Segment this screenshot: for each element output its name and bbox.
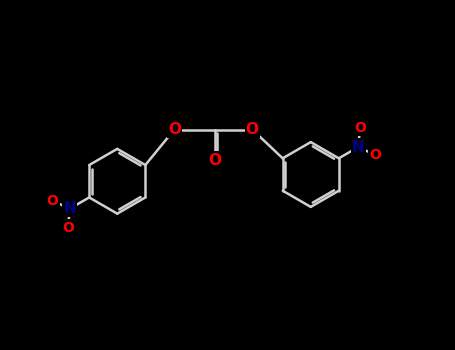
Text: O: O: [62, 220, 74, 234]
Text: O: O: [354, 121, 366, 135]
Text: O: O: [168, 122, 181, 137]
Text: N: N: [352, 140, 364, 155]
Text: N: N: [63, 201, 76, 216]
Text: O: O: [246, 122, 259, 137]
Text: O: O: [47, 194, 59, 208]
Text: O: O: [369, 148, 381, 162]
Text: O: O: [208, 153, 222, 168]
